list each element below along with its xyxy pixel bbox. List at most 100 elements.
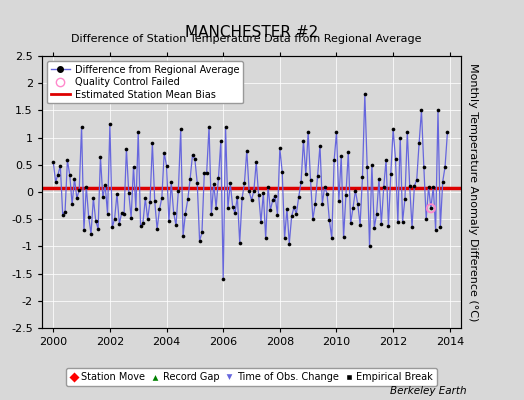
- Point: [96, 154, 105, 160]
- Point: [56, 163, 64, 169]
- Point: [82, 183, 91, 190]
- Point: [297, 179, 305, 185]
- Point: [139, 220, 147, 226]
- Point: [412, 176, 421, 183]
- Point: [299, 137, 308, 144]
- Point: [269, 197, 277, 203]
- Point: [398, 219, 407, 225]
- Point: [92, 218, 100, 224]
- Point: [68, 201, 77, 208]
- Point: [441, 163, 449, 170]
- Point: [214, 175, 223, 181]
- Point: [325, 217, 334, 224]
- Point: [202, 170, 211, 176]
- Point: [70, 175, 79, 182]
- Point: [150, 198, 159, 205]
- Point: [290, 204, 298, 210]
- Point: [276, 145, 284, 152]
- Point: [323, 191, 331, 197]
- Point: [252, 159, 260, 165]
- Point: [337, 153, 345, 159]
- Point: [304, 129, 312, 135]
- Point: [351, 187, 359, 194]
- Point: [103, 210, 112, 217]
- Point: [235, 240, 244, 246]
- Point: [346, 220, 355, 226]
- Point: [179, 232, 187, 239]
- Point: [198, 229, 206, 236]
- Point: [389, 126, 397, 133]
- Point: [207, 210, 215, 217]
- Point: [210, 181, 218, 187]
- Point: [439, 178, 447, 185]
- Point: [321, 184, 329, 190]
- Point: [247, 197, 256, 203]
- Point: [382, 157, 390, 163]
- Point: [309, 216, 317, 222]
- Point: [257, 219, 265, 225]
- Text: Difference of Station Temperature Data from Regional Average: Difference of Station Temperature Data f…: [71, 34, 421, 44]
- Point: [406, 182, 414, 189]
- Point: [292, 210, 301, 217]
- Point: [54, 171, 62, 178]
- Point: [160, 150, 168, 156]
- Point: [443, 129, 452, 136]
- Point: [221, 124, 230, 130]
- Point: [136, 223, 145, 230]
- Point: [283, 206, 291, 212]
- Point: [219, 276, 227, 282]
- Point: [106, 121, 114, 127]
- Point: [191, 156, 199, 162]
- Point: [51, 178, 60, 185]
- Point: [368, 162, 376, 168]
- Point: [316, 142, 324, 149]
- Point: [120, 210, 128, 217]
- Point: [422, 216, 430, 222]
- Y-axis label: Monthly Temperature Anomaly Difference (°C): Monthly Temperature Anomaly Difference (…: [468, 63, 478, 321]
- Point: [340, 234, 348, 241]
- Point: [361, 91, 369, 97]
- Point: [155, 206, 163, 213]
- Point: [313, 172, 322, 179]
- Point: [186, 176, 194, 182]
- Point: [391, 156, 400, 162]
- Point: [342, 191, 350, 198]
- Point: [271, 193, 279, 200]
- Point: [84, 214, 93, 220]
- Point: [111, 215, 119, 222]
- Point: [245, 188, 253, 195]
- Point: [177, 126, 185, 133]
- Point: [195, 238, 204, 244]
- Point: [127, 214, 135, 221]
- Legend: Station Move, Record Gap, Time of Obs. Change, Empirical Break: Station Move, Record Gap, Time of Obs. C…: [66, 368, 437, 386]
- Point: [401, 195, 409, 202]
- Point: [429, 183, 438, 190]
- Point: [181, 210, 190, 217]
- Point: [148, 140, 157, 146]
- Point: [259, 190, 268, 196]
- Point: [224, 205, 232, 212]
- Point: [294, 194, 303, 200]
- Point: [278, 169, 287, 175]
- Point: [134, 129, 143, 135]
- Point: [238, 195, 246, 202]
- Point: [115, 220, 124, 227]
- Point: [169, 209, 178, 216]
- Point: [311, 201, 320, 207]
- Point: [434, 107, 442, 114]
- Point: [420, 164, 428, 170]
- Point: [172, 222, 180, 229]
- Point: [80, 227, 88, 233]
- Point: [158, 195, 166, 201]
- Point: [274, 211, 282, 218]
- Point: [122, 146, 130, 152]
- Point: [153, 226, 161, 232]
- Point: [73, 195, 81, 201]
- Point: [365, 243, 374, 250]
- Point: [335, 197, 343, 204]
- Point: [427, 205, 435, 212]
- Point: [94, 226, 102, 232]
- Point: [370, 225, 378, 231]
- Point: [59, 212, 67, 218]
- Point: [328, 235, 336, 242]
